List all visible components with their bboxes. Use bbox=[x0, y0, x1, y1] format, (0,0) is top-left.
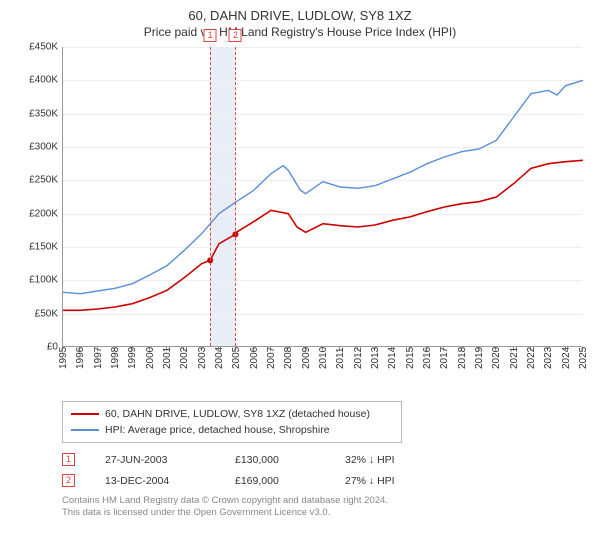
sale-row-pct: 32% ↓ HPI bbox=[345, 454, 435, 466]
sale-row: 2 13-DEC-2004 £169,000 27% ↓ HPI bbox=[62, 474, 582, 487]
sale-marker-line bbox=[210, 47, 211, 346]
x-tick-label: 2015 bbox=[405, 347, 416, 369]
x-tick-label: 2001 bbox=[162, 347, 173, 369]
chart-lines bbox=[63, 47, 583, 347]
y-tick-label: £150K bbox=[29, 242, 58, 253]
x-tick-label: 2011 bbox=[335, 347, 346, 369]
x-tick-label: 2022 bbox=[526, 347, 537, 369]
footer-line: Contains HM Land Registry data © Crown c… bbox=[62, 495, 582, 507]
x-tick-label: 2005 bbox=[231, 347, 242, 369]
y-tick-label: £0 bbox=[47, 342, 58, 353]
y-tick-label: £300K bbox=[29, 142, 58, 153]
legend-swatch bbox=[71, 413, 99, 415]
sale-row-marker: 2 bbox=[62, 474, 75, 487]
y-tick-label: £250K bbox=[29, 175, 58, 186]
sale-row-date: 13-DEC-2004 bbox=[105, 475, 205, 487]
x-tick-label: 1996 bbox=[75, 347, 86, 369]
sale-marker-label: 1 bbox=[204, 29, 217, 42]
sale-marker-line bbox=[235, 47, 236, 346]
x-tick-label: 2008 bbox=[283, 347, 294, 369]
sale-row-pct: 27% ↓ HPI bbox=[345, 475, 435, 487]
sale-row-marker: 1 bbox=[62, 453, 75, 466]
x-tick-label: 2021 bbox=[509, 347, 520, 369]
y-tick-label: £350K bbox=[29, 108, 58, 119]
y-tick-label: £100K bbox=[29, 275, 58, 286]
sale-row-date: 27-JUN-2003 bbox=[105, 454, 205, 466]
footer-attribution: Contains HM Land Registry data © Crown c… bbox=[62, 495, 582, 520]
x-tick-label: 2023 bbox=[543, 347, 554, 369]
series-line bbox=[63, 80, 583, 293]
x-tick-label: 2012 bbox=[353, 347, 364, 369]
legend: 60, DAHN DRIVE, LUDLOW, SY8 1XZ (detache… bbox=[62, 401, 402, 443]
sale-row: 1 27-JUN-2003 £130,000 32% ↓ HPI bbox=[62, 453, 582, 466]
y-tick-label: £200K bbox=[29, 208, 58, 219]
legend-item: HPI: Average price, detached house, Shro… bbox=[71, 422, 393, 438]
x-tick-label: 2024 bbox=[561, 347, 572, 369]
y-tick-label: £400K bbox=[29, 75, 58, 86]
footer-line: This data is licensed under the Open Gov… bbox=[62, 507, 582, 519]
legend-item: 60, DAHN DRIVE, LUDLOW, SY8 1XZ (detache… bbox=[71, 406, 393, 422]
y-axis: £0£50K£100K£150K£200K£250K£300K£350K£400… bbox=[18, 47, 62, 347]
x-tick-label: 2010 bbox=[318, 347, 329, 369]
x-tick-label: 2018 bbox=[457, 347, 468, 369]
x-tick-label: 1995 bbox=[58, 347, 69, 369]
price-chart: £0 £50K £100K £150K £200K £250K £300K £350K £400… bbox=[18, 47, 582, 397]
series-line bbox=[63, 160, 583, 310]
sale-row-price: £169,000 bbox=[235, 475, 315, 487]
x-tick-label: 2004 bbox=[214, 347, 225, 369]
x-tick-label: 2000 bbox=[145, 347, 156, 369]
sales-table: 1 27-JUN-2003 £130,000 32% ↓ HPI 2 13-DEC-200… bbox=[62, 453, 582, 487]
page-title: 60, DAHN DRIVE, LUDLOW, SY8 1XZ bbox=[18, 8, 582, 23]
x-tick-label: 1999 bbox=[127, 347, 138, 369]
x-tick-label: 2019 bbox=[474, 347, 485, 369]
x-tick-label: 1998 bbox=[110, 347, 121, 369]
x-tick-label: 1997 bbox=[93, 347, 104, 369]
sale-marker-label: 2 bbox=[229, 29, 242, 42]
x-tick-label: 2009 bbox=[301, 347, 312, 369]
legend-label: HPI: Average price, detached house, Shro… bbox=[105, 422, 330, 438]
x-tick-label: 2017 bbox=[439, 347, 450, 369]
plot-area: 12 bbox=[62, 47, 582, 347]
x-axis: 1995199619971998199920002001200220032004… bbox=[62, 347, 582, 397]
x-tick-label: 2007 bbox=[266, 347, 277, 369]
x-tick-label: 2025 bbox=[578, 347, 589, 369]
x-tick-label: 2003 bbox=[197, 347, 208, 369]
x-tick-label: 2016 bbox=[422, 347, 433, 369]
y-tick-label: £50K bbox=[35, 308, 58, 319]
sale-row-price: £130,000 bbox=[235, 454, 315, 466]
y-tick-label: £450K bbox=[29, 42, 58, 53]
x-tick-label: 2020 bbox=[491, 347, 502, 369]
x-tick-label: 2013 bbox=[370, 347, 381, 369]
x-tick-label: 2006 bbox=[249, 347, 260, 369]
x-tick-label: 2014 bbox=[387, 347, 398, 369]
x-tick-label: 2002 bbox=[179, 347, 190, 369]
legend-swatch bbox=[71, 429, 99, 431]
page-subtitle: Price paid vs. HM Land Registry's House … bbox=[18, 25, 582, 39]
legend-label: 60, DAHN DRIVE, LUDLOW, SY8 1XZ (detache… bbox=[105, 406, 370, 422]
